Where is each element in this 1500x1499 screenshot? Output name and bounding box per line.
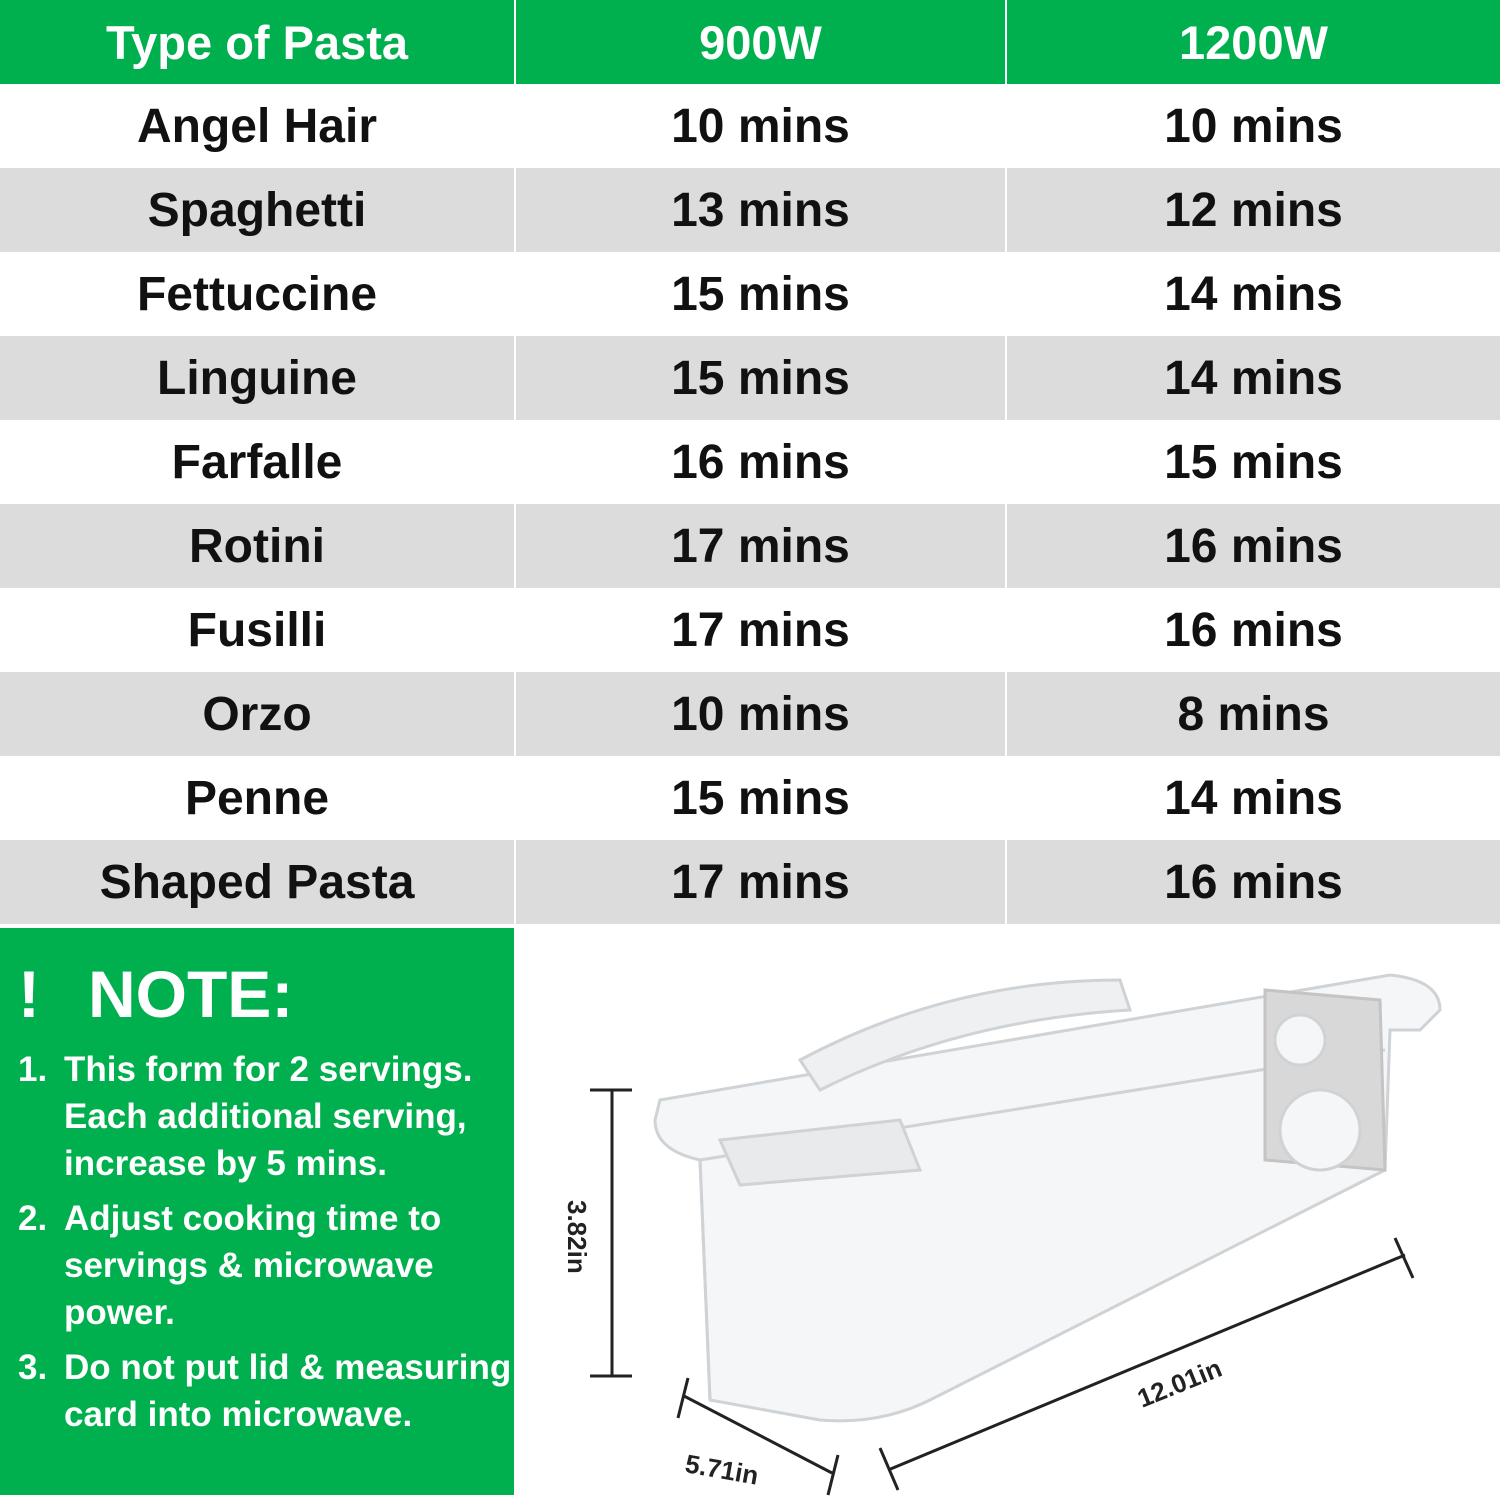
pasta-type-cell: Linguine: [0, 336, 514, 420]
time-1200w-cell: 16 mins: [1007, 588, 1500, 672]
time-1200w-cell: 10 mins: [1007, 84, 1500, 168]
table-row: Spaghetti 13 mins 12 mins: [0, 168, 1500, 252]
header-1200w: 1200W: [1007, 0, 1500, 84]
header-pasta-type: Type of Pasta: [0, 0, 514, 84]
time-900w-cell: 17 mins: [516, 504, 1005, 588]
table-row: Rotini 17 mins 16 mins: [0, 504, 1500, 588]
pasta-type-cell: Angel Hair: [0, 84, 514, 168]
table-row: Shaped Pasta 17 mins 16 mins: [0, 840, 1500, 924]
length-dimension: [878, 1237, 1415, 1491]
table-row: Linguine 15 mins 14 mins: [0, 336, 1500, 420]
time-900w-cell: 16 mins: [516, 420, 1005, 504]
table-row: Fettuccine 15 mins 14 mins: [0, 252, 1500, 336]
cooking-time-table: Type of Pasta 900W 1200W Angel Hair 10 mi…: [0, 0, 1500, 924]
time-900w-cell: 17 mins: [516, 588, 1005, 672]
table-row: Penne 15 mins 14 mins: [0, 756, 1500, 840]
time-900w-cell: 17 mins: [516, 840, 1005, 924]
time-1200w-cell: 12 mins: [1007, 168, 1500, 252]
time-1200w-cell: 14 mins: [1007, 336, 1500, 420]
time-900w-cell: 13 mins: [516, 168, 1005, 252]
time-1200w-cell: 15 mins: [1007, 420, 1500, 504]
pasta-type-cell: Fusilli: [0, 588, 514, 672]
note-panel: ! NOTE: 1. This form for 2 servings. Each …: [0, 928, 514, 1495]
note-item: 2. Adjust cooking time to servings & micr…: [18, 1199, 442, 1332]
time-900w-cell: 15 mins: [516, 252, 1005, 336]
height-label: 3.82in: [562, 1200, 592, 1274]
time-900w-cell: 15 mins: [516, 756, 1005, 840]
pasta-type-cell: Spaghetti: [0, 168, 514, 252]
pasta-type-cell: Farfalle: [0, 420, 514, 504]
time-900w-cell: 10 mins: [516, 84, 1005, 168]
time-1200w-cell: 14 mins: [1007, 756, 1500, 840]
pasta-type-cell: Orzo: [0, 672, 514, 756]
height-dimension: [590, 1088, 632, 1378]
pasta-cooker-product-image: 3.82in 5.71in 12.01in: [562, 973, 1442, 1496]
pasta-container-illustration: [653, 973, 1442, 1423]
table-row: Orzo 10 mins 8 mins: [0, 672, 1500, 756]
pasta-type-cell: Shaped Pasta: [0, 840, 514, 924]
time-1200w-cell: 8 mins: [1007, 672, 1500, 756]
time-1200w-cell: 16 mins: [1007, 840, 1500, 924]
pasta-type-cell: Fettuccine: [0, 252, 514, 336]
pasta-type-cell: Penne: [0, 756, 514, 840]
width-dimension: [676, 1377, 840, 1496]
table-row: Farfalle 16 mins 15 mins: [0, 420, 1500, 504]
time-900w-cell: 10 mins: [516, 672, 1005, 756]
table-header-row: Type of Pasta 900W 1200W: [0, 0, 1500, 84]
table-row: Angel Hair 10 mins 10 mins: [0, 84, 1500, 168]
note-item: 1. This form for 2 servings. Each additio…: [18, 1050, 473, 1183]
note-item: 3. Do not put lid & measuring card into m…: [18, 1348, 512, 1434]
header-900w: 900W: [516, 0, 1005, 84]
note-list: 1. This form for 2 servings. Each additio…: [18, 1046, 514, 1446]
time-900w-cell: 15 mins: [516, 336, 1005, 420]
note-title: NOTE:: [87, 957, 294, 1031]
time-1200w-cell: 16 mins: [1007, 504, 1500, 588]
table-row: Fusilli 17 mins 16 mins: [0, 588, 1500, 672]
time-1200w-cell: 14 mins: [1007, 252, 1500, 336]
pasta-type-cell: Rotini: [0, 504, 514, 588]
exclamation-icon: !: [18, 957, 40, 1031]
width-label: 5.71in: [683, 1448, 761, 1490]
